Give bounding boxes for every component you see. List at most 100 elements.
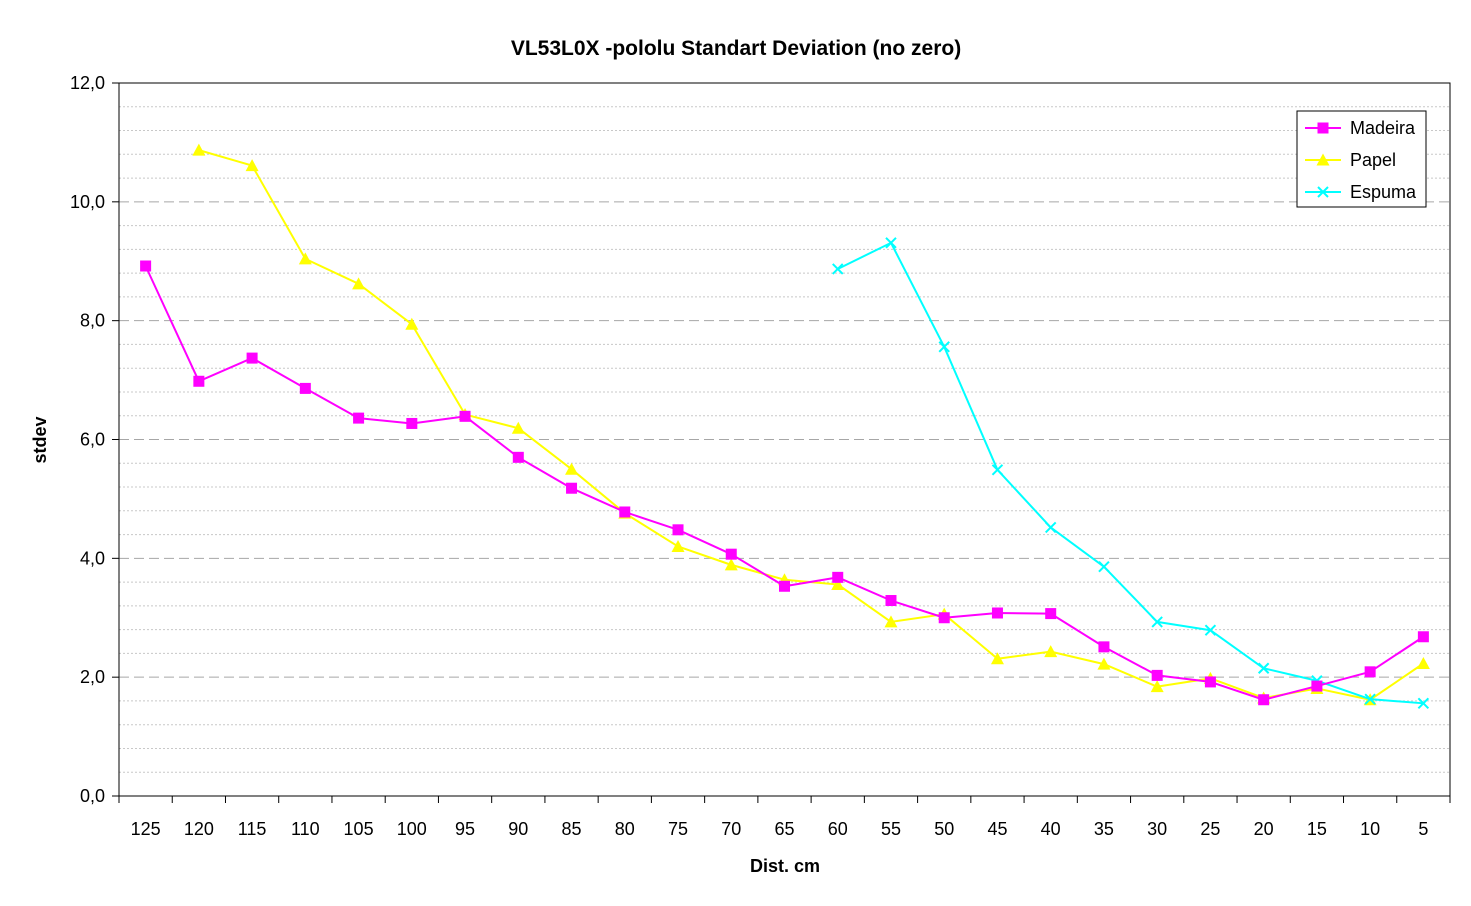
y-axis-title: stdev bbox=[30, 416, 50, 463]
data-point-papel bbox=[511, 421, 525, 434]
data-point-papel bbox=[405, 317, 419, 330]
x-tick-label: 125 bbox=[131, 819, 161, 839]
legend-item-madeira: Madeira bbox=[1305, 118, 1416, 138]
x-tick-label: 115 bbox=[238, 819, 267, 839]
data-point-espuma bbox=[991, 464, 1004, 476]
series-layer bbox=[140, 143, 1430, 710]
x-tick-label: 50 bbox=[934, 819, 954, 839]
y-tick-label: 0,0 bbox=[80, 786, 105, 806]
data-point-madeira bbox=[1045, 608, 1057, 620]
x-tick-label: 55 bbox=[881, 819, 901, 839]
data-point-papel bbox=[298, 252, 312, 265]
x-tick-label: 105 bbox=[344, 819, 374, 839]
data-point-madeira bbox=[1364, 666, 1376, 678]
data-point-papel bbox=[990, 652, 1004, 665]
gridlines bbox=[119, 106, 1450, 773]
x-tick-label: 85 bbox=[562, 819, 582, 839]
x-tick-label: 120 bbox=[184, 819, 214, 839]
x-tick-label: 20 bbox=[1254, 819, 1274, 839]
data-point-espuma bbox=[1417, 697, 1430, 710]
y-tick-label: 12,0 bbox=[70, 73, 105, 93]
legend-swatch-marker bbox=[1317, 186, 1329, 198]
data-point-madeira bbox=[566, 482, 578, 494]
data-point-papel bbox=[192, 143, 206, 156]
data-point-madeira bbox=[353, 412, 365, 424]
x-tick-label: 90 bbox=[508, 819, 528, 839]
x-tick-label: 35 bbox=[1094, 819, 1114, 839]
legend-swatch-marker bbox=[1317, 122, 1329, 134]
data-point-papel bbox=[884, 615, 898, 628]
data-point-espuma bbox=[1204, 624, 1217, 636]
series-line-papel bbox=[198, 149, 1424, 701]
legend-label: Madeira bbox=[1350, 118, 1416, 138]
data-point-madeira bbox=[1151, 669, 1163, 681]
data-point-espuma bbox=[1257, 662, 1270, 674]
data-point-espuma bbox=[1364, 693, 1376, 705]
data-point-espuma bbox=[1044, 521, 1057, 534]
data-point-espuma bbox=[832, 263, 844, 275]
legend-label: Espuma bbox=[1350, 182, 1417, 202]
data-point-madeira bbox=[406, 417, 418, 429]
data-point-papel bbox=[671, 539, 685, 552]
data-point-madeira bbox=[1258, 694, 1270, 706]
data-point-papel bbox=[1044, 645, 1058, 658]
y-tick-label: 8,0 bbox=[80, 311, 105, 331]
series-papel bbox=[192, 143, 1430, 706]
data-point-madeira bbox=[1098, 641, 1110, 653]
data-point-madeira bbox=[725, 548, 737, 560]
legend-label: Papel bbox=[1350, 150, 1396, 170]
data-point-madeira bbox=[459, 410, 471, 422]
x-tick-label: 40 bbox=[1041, 819, 1061, 839]
data-point-madeira bbox=[938, 612, 950, 624]
y-tick-label: 6,0 bbox=[80, 430, 105, 450]
data-point-madeira bbox=[512, 451, 524, 463]
x-tick-label: 70 bbox=[721, 819, 741, 839]
data-point-madeira bbox=[1204, 676, 1216, 688]
x-axis-title: Dist. cm bbox=[750, 856, 820, 876]
x-tick-label: 80 bbox=[615, 819, 635, 839]
data-point-madeira bbox=[1311, 680, 1323, 692]
data-point-espuma bbox=[938, 341, 950, 353]
data-point-madeira bbox=[1417, 631, 1429, 643]
data-point-papel bbox=[245, 159, 259, 172]
data-point-papel bbox=[1150, 680, 1164, 693]
data-point-papel bbox=[352, 277, 366, 290]
data-point-madeira bbox=[832, 571, 844, 583]
x-tick-label: 15 bbox=[1307, 819, 1327, 839]
legend-swatch-marker bbox=[1316, 153, 1330, 166]
data-point-madeira bbox=[991, 607, 1003, 619]
data-point-papel bbox=[565, 462, 579, 475]
x-tick-label: 110 bbox=[291, 819, 320, 839]
series-madeira bbox=[140, 260, 1429, 706]
x-tick-label: 45 bbox=[987, 819, 1007, 839]
x-tick-label: 75 bbox=[668, 819, 688, 839]
legend: Madeira Papel Espuma bbox=[1296, 110, 1427, 208]
data-point-papel bbox=[724, 558, 738, 571]
series-espuma bbox=[832, 237, 1430, 710]
y-tick-label: 2,0 bbox=[80, 667, 105, 687]
x-tick-label: 95 bbox=[455, 819, 475, 839]
y-tick-label: 10,0 bbox=[70, 192, 105, 212]
data-point-madeira bbox=[885, 595, 897, 607]
series-line-espuma bbox=[837, 241, 1424, 705]
legend-item-papel: Papel bbox=[1305, 150, 1396, 170]
data-point-madeira bbox=[140, 260, 152, 272]
data-point-madeira bbox=[193, 375, 205, 387]
chart-title: VL53L0X -pololu Standart Deviation (no z… bbox=[511, 37, 961, 60]
data-point-madeira bbox=[779, 580, 790, 592]
data-point-madeira bbox=[299, 382, 311, 394]
data-point-madeira bbox=[619, 506, 631, 518]
data-point-papel bbox=[831, 577, 845, 590]
data-point-papel bbox=[1097, 657, 1111, 670]
data-point-espuma bbox=[1151, 616, 1163, 628]
x-tick-label: 60 bbox=[828, 819, 848, 839]
x-tick-label: 10 bbox=[1360, 819, 1380, 839]
data-point-madeira bbox=[246, 352, 258, 364]
data-point-madeira bbox=[672, 524, 684, 536]
x-tick-label: 100 bbox=[397, 819, 427, 839]
x-tick-label: 5 bbox=[1418, 819, 1428, 839]
x-tick-label: 25 bbox=[1200, 819, 1220, 839]
legend-item-espuma: Espuma bbox=[1305, 182, 1417, 202]
data-point-espuma bbox=[885, 237, 897, 249]
